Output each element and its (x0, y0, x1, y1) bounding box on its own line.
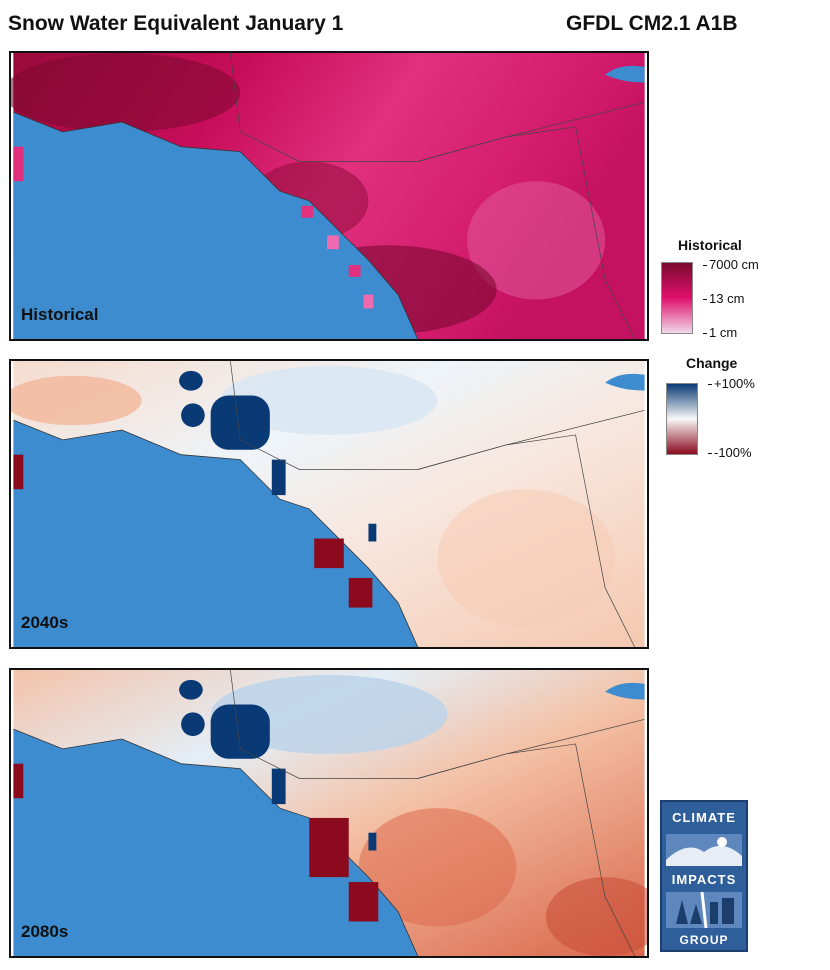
panel-label-2080s: 2080s (21, 922, 69, 941)
climate-impacts-group-logo: CLIMATE IMPACTS GROUP (660, 800, 748, 952)
map-panel-historical: Historical (9, 51, 649, 341)
legend-change-title: Change (686, 355, 738, 371)
legend-historical-tick-max: 7000 cm (703, 257, 759, 272)
legend-historical-colorbar (661, 262, 693, 334)
model-title: GFDL CM2.1 A1B (566, 12, 738, 35)
legend-historical-tick-min: 1 cm (702, 325, 738, 340)
panel-label-2040s: 2040s (21, 613, 69, 632)
logo-line-1: CLIMATE (672, 810, 736, 825)
map-title: Snow Water Equivalent January 1 (8, 12, 344, 35)
logo-line-2: IMPACTS (671, 872, 737, 887)
logo-forest-icon (666, 891, 742, 929)
logo-line-3: GROUP (679, 933, 729, 947)
map-panel-2080s: 2080s (9, 668, 649, 958)
panel-label-historical: Historical (21, 305, 99, 324)
historical-map (11, 53, 645, 339)
change-map-2080s (13, 670, 647, 956)
legend-historical-title: Historical (678, 237, 742, 253)
legend-change-tick-min: -100% (708, 445, 752, 460)
logo-landscape-icon (666, 834, 742, 866)
legend-change-colorbar (666, 383, 698, 455)
legend-historical-tick-mid: 13 cm (702, 291, 745, 306)
legend-change-tick-max: +100% (708, 376, 755, 391)
change-map-2040s (11, 361, 645, 647)
map-panel-2040s: 2040s (9, 359, 649, 649)
